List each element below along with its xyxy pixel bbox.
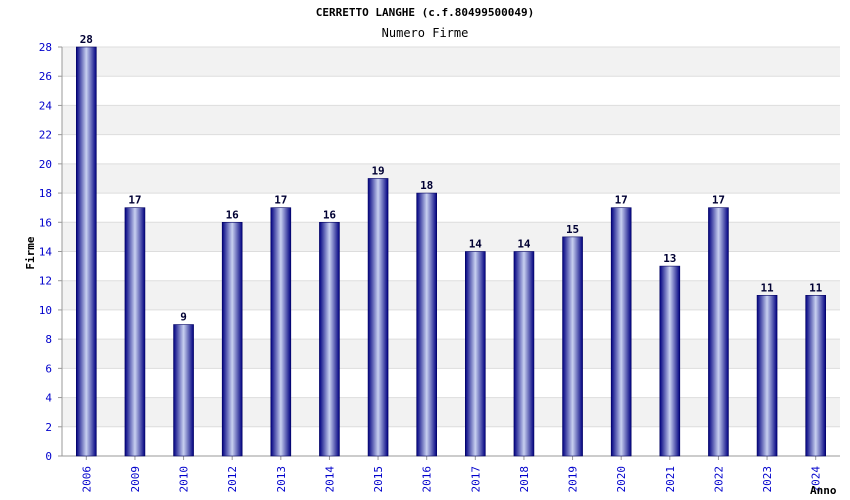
- y-tick-label: 28: [39, 41, 52, 54]
- y-tick-label: 24: [39, 99, 53, 112]
- bars: [76, 46, 826, 457]
- bar-2015: [367, 178, 389, 457]
- x-tick-label-2021: 2021: [664, 466, 677, 493]
- value-label-2023: 11: [760, 281, 774, 294]
- grid-band: [62, 105, 840, 135]
- y-tick-label: 18: [39, 187, 52, 200]
- bar-2020: [610, 207, 632, 457]
- value-label-2010: 9: [180, 311, 187, 324]
- y-tick-label: 26: [39, 70, 52, 83]
- bar-2018: [513, 251, 535, 457]
- value-label-2015: 19: [371, 164, 384, 177]
- x-tick-label-2016: 2016: [421, 466, 434, 493]
- y-tick-label: 10: [39, 304, 52, 317]
- bar-2021: [659, 265, 681, 457]
- x-tick-label-2014: 2014: [323, 466, 336, 493]
- x-tick-label-2006: 2006: [80, 466, 93, 493]
- x-axis-label: Anno: [810, 484, 837, 497]
- y-tick-label: 14: [39, 246, 53, 259]
- x-tick-label-2020: 2020: [615, 466, 628, 493]
- x-tick-label-2015: 2015: [372, 466, 385, 493]
- value-label-2020: 17: [615, 194, 628, 207]
- value-label-2024: 11: [809, 281, 823, 294]
- bar-2023: [756, 295, 778, 457]
- bar-2014: [319, 221, 340, 457]
- value-label-2014: 16: [323, 208, 337, 221]
- chart-subtitle: Numero Firme: [381, 26, 469, 40]
- bar-2017: [465, 251, 486, 457]
- bar-2013: [270, 207, 292, 457]
- y-tick-label: 6: [45, 362, 52, 375]
- x-tick-label-2012: 2012: [226, 466, 239, 493]
- value-label-2022: 17: [712, 194, 725, 207]
- chart-title: CERRETTO LANGHE (c.f.80499500049): [315, 6, 535, 19]
- bar-2006: [76, 46, 97, 457]
- bar-2012: [221, 221, 243, 457]
- value-label-2012: 16: [226, 208, 240, 221]
- bar-2019: [562, 236, 583, 457]
- y-tick-label: 2: [45, 421, 52, 434]
- value-label-2006: 28: [80, 33, 93, 46]
- x-tick-label-2023: 2023: [761, 466, 774, 493]
- bar-2010: [173, 324, 194, 457]
- value-label-2016: 18: [420, 179, 433, 192]
- x-tick-label-2010: 2010: [178, 466, 191, 493]
- x-tick-label-2024: 2024: [810, 466, 823, 493]
- bar-2016: [416, 192, 437, 457]
- bar-2022: [708, 207, 729, 457]
- value-label-2009: 17: [128, 194, 141, 207]
- y-tick-label: 16: [39, 216, 52, 229]
- x-tick-label-2009: 2009: [129, 466, 142, 493]
- value-label-2017: 14: [469, 238, 483, 251]
- value-label-2018: 14: [517, 238, 531, 251]
- grid-bands: [62, 46, 840, 457]
- bar-2009: [124, 207, 146, 457]
- labels: 0246810121416182022242628282006172009920…: [39, 33, 823, 493]
- grid-band: [62, 47, 840, 77]
- x-tick-label-2017: 2017: [469, 466, 482, 493]
- x-tick-label-2018: 2018: [518, 466, 531, 493]
- y-tick-label: 12: [39, 275, 52, 288]
- bar-2024: [805, 295, 826, 457]
- y-axis-label: Firme: [24, 236, 37, 269]
- value-label-2021: 13: [663, 252, 676, 265]
- y-tick-label: 20: [39, 158, 52, 171]
- value-label-2019: 15: [566, 223, 579, 236]
- x-tick-label-2019: 2019: [567, 466, 580, 493]
- y-tick-label: 8: [45, 333, 52, 346]
- y-tick-label: 0: [45, 450, 52, 463]
- y-tick-label: 4: [45, 392, 52, 405]
- value-label-2013: 17: [274, 194, 287, 207]
- x-tick-label-2013: 2013: [275, 466, 288, 493]
- x-tick-label-2022: 2022: [712, 466, 725, 493]
- y-tick-label: 22: [39, 129, 52, 142]
- grid-band: [62, 163, 840, 194]
